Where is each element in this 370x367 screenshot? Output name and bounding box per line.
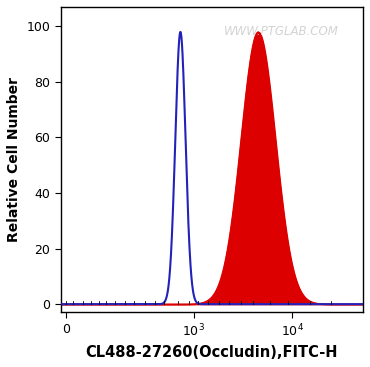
Text: WWW.PTGLAB.COM: WWW.PTGLAB.COM xyxy=(224,25,339,38)
Y-axis label: Relative Cell Number: Relative Cell Number xyxy=(7,77,21,242)
X-axis label: CL488-27260(Occludin),FITC-H: CL488-27260(Occludin),FITC-H xyxy=(86,345,338,360)
